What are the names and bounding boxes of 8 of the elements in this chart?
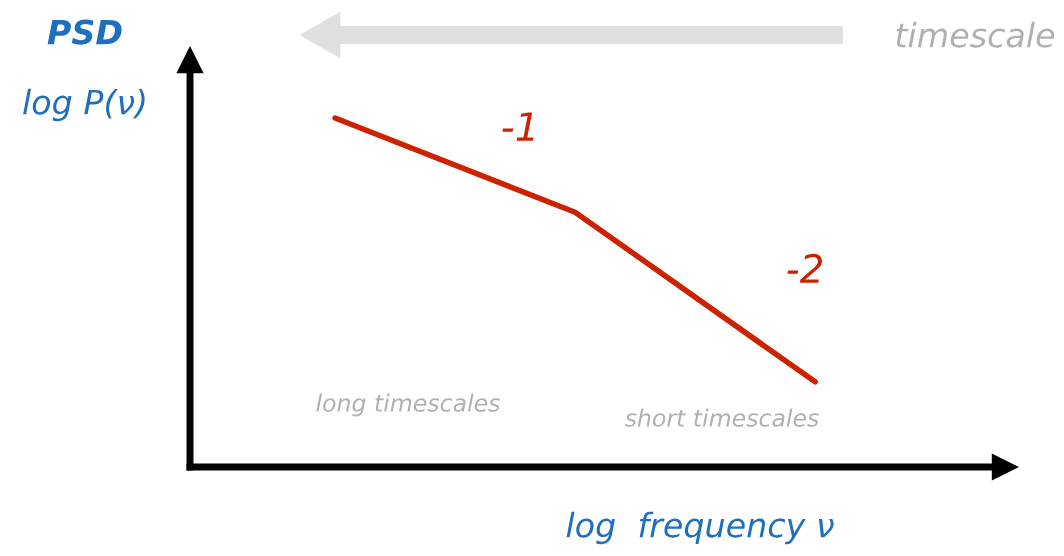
annotation: short timescales bbox=[624, 408, 819, 427]
annotation: -2 bbox=[787, 253, 822, 283]
x-axis-title: log frequency ν bbox=[566, 511, 834, 545]
annotation: -1 bbox=[502, 112, 534, 141]
chart-title: PSD bbox=[47, 19, 122, 45]
text: timescale bbox=[896, 21, 1055, 48]
annotation: long timescales bbox=[316, 393, 500, 417]
y-axis-title: log P(ν) bbox=[23, 88, 145, 122]
